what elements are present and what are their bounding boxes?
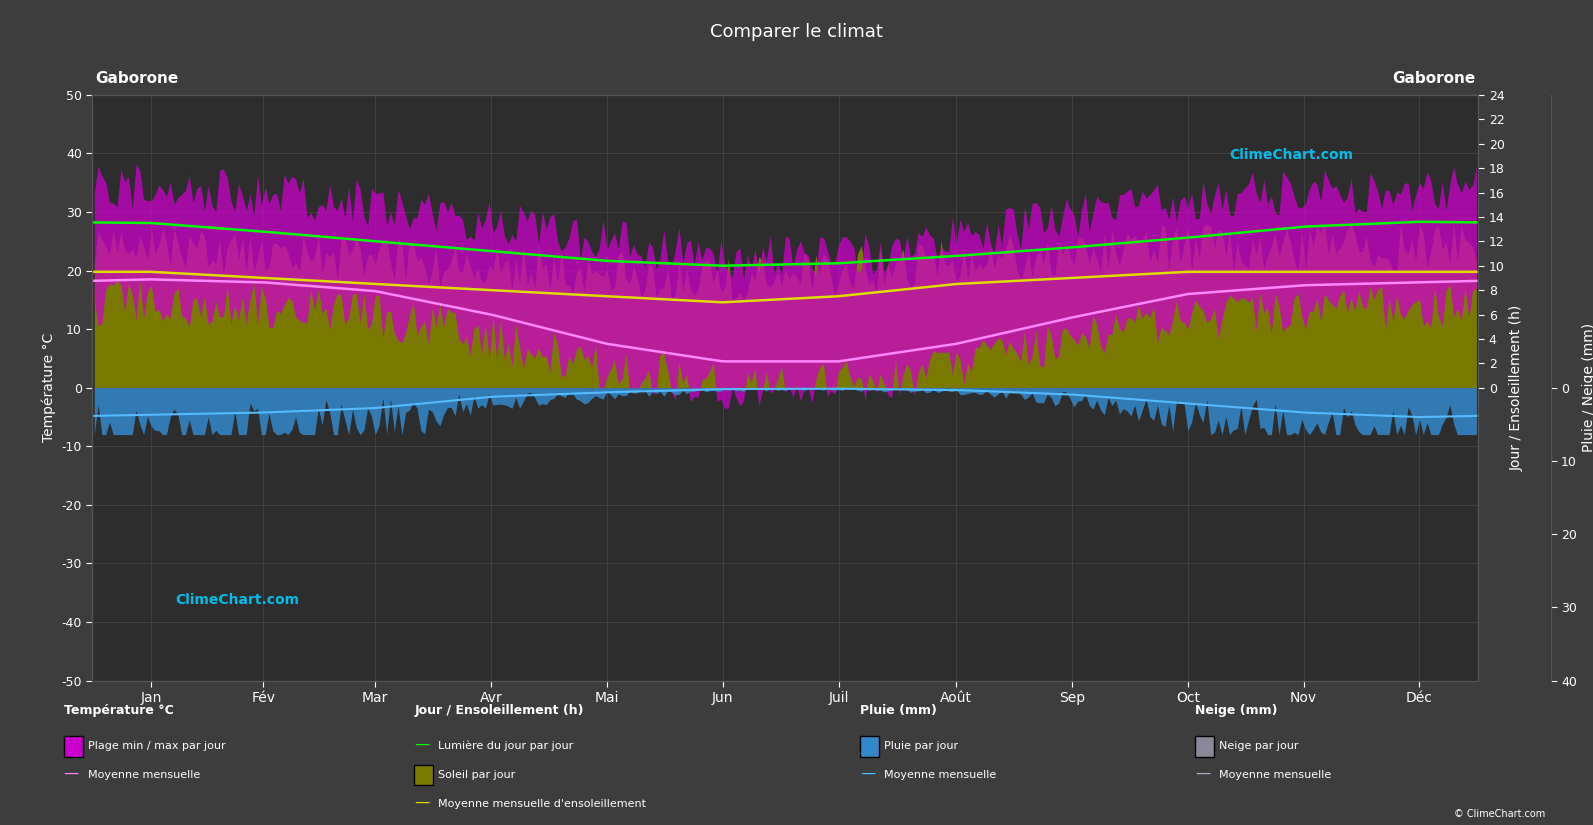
- Text: Neige (mm): Neige (mm): [1195, 704, 1278, 717]
- Text: —: —: [414, 737, 430, 752]
- Y-axis label: Jour / Ensoleillement (h): Jour / Ensoleillement (h): [1510, 304, 1525, 471]
- Text: Gaborone: Gaborone: [96, 71, 178, 86]
- Text: —: —: [414, 794, 430, 810]
- Text: Température °C: Température °C: [64, 704, 174, 717]
- Text: Plage min / max par jour: Plage min / max par jour: [88, 741, 225, 751]
- Text: Moyenne mensuelle: Moyenne mensuelle: [88, 770, 199, 780]
- Text: Neige par jour: Neige par jour: [1219, 741, 1298, 751]
- Y-axis label: Température °C: Température °C: [41, 333, 56, 442]
- Text: Comparer le climat: Comparer le climat: [710, 23, 883, 41]
- Text: ClimeChart.com: ClimeChart.com: [175, 593, 299, 607]
- Text: Pluie (mm): Pluie (mm): [860, 704, 937, 717]
- Text: Soleil par jour: Soleil par jour: [438, 770, 515, 780]
- Text: Moyenne mensuelle: Moyenne mensuelle: [1219, 770, 1330, 780]
- Text: Lumière du jour par jour: Lumière du jour par jour: [438, 741, 573, 751]
- Text: Moyenne mensuelle: Moyenne mensuelle: [884, 770, 996, 780]
- Text: ClimeChart.com: ClimeChart.com: [1228, 148, 1352, 163]
- Text: Jour / Ensoleillement (h): Jour / Ensoleillement (h): [414, 704, 583, 717]
- Text: © ClimeChart.com: © ClimeChart.com: [1454, 808, 1545, 818]
- Text: Moyenne mensuelle d'ensoleillement: Moyenne mensuelle d'ensoleillement: [438, 799, 647, 808]
- Y-axis label: Pluie / Neige (mm): Pluie / Neige (mm): [1582, 323, 1593, 452]
- Text: Gaborone: Gaborone: [1392, 71, 1475, 86]
- Text: —: —: [64, 766, 80, 781]
- Text: —: —: [860, 766, 876, 781]
- Text: Pluie par jour: Pluie par jour: [884, 741, 959, 751]
- Text: —: —: [1195, 766, 1211, 781]
